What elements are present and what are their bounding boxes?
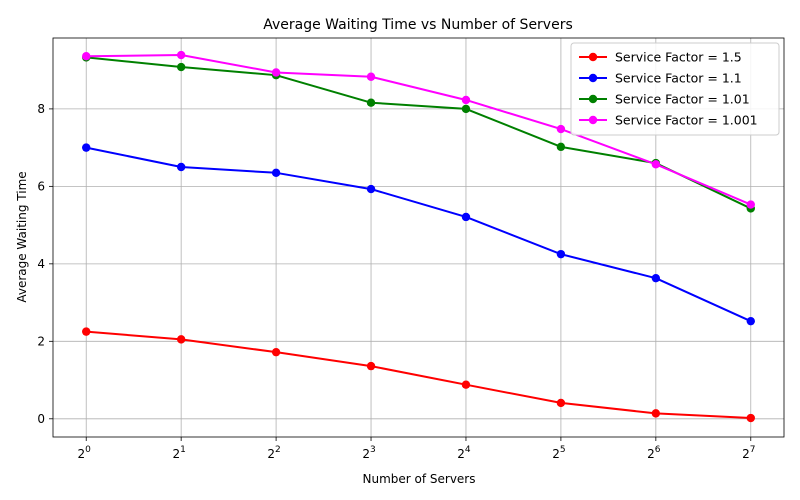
series-line [86, 330, 751, 420]
legend-item: Service Factor = 1.5 [579, 50, 742, 65]
legend-swatch-marker [588, 94, 598, 104]
data-point [82, 327, 91, 336]
legend-item: Service Factor = 1.01 [579, 92, 750, 107]
data-point [651, 409, 661, 418]
data-point [651, 160, 661, 169]
legend-item: Service Factor = 1.001 [579, 113, 758, 128]
data-point [366, 98, 376, 107]
y-tick-label: 4 [37, 257, 45, 271]
y-tick-label: 8 [37, 102, 45, 116]
x-tick-label: 20 [78, 445, 92, 461]
legend-swatch-marker [588, 52, 598, 62]
data-point [746, 316, 755, 326]
data-point [176, 50, 186, 60]
data-point [176, 162, 186, 172]
legend-swatch-marker [588, 73, 598, 83]
x-tick-label: 23 [362, 445, 375, 461]
data-point [176, 335, 186, 344]
series-4 [82, 50, 755, 209]
plot-frame [52, 37, 785, 438]
y-tick-label: 2 [37, 334, 45, 348]
y-tick-label: 6 [37, 179, 45, 193]
legend-label: Service Factor = 1.001 [615, 113, 758, 128]
data-point [461, 104, 471, 114]
series-line [86, 54, 752, 206]
chart-title: Average Waiting Time vs Number of Server… [263, 17, 573, 33]
y-tick-label: 0 [37, 412, 45, 426]
series-1 [82, 327, 755, 423]
data-point [746, 413, 755, 423]
data-point [746, 200, 755, 209]
series-2 [82, 143, 755, 326]
legend-item: Service Factor = 1.1 [579, 71, 742, 86]
data-point [176, 62, 186, 72]
x-tick-label: 27 [742, 445, 755, 461]
legend: Service Factor = 1.5 Service Factor = 1.1… [570, 42, 780, 136]
data-point [366, 361, 376, 371]
legend-box [570, 42, 780, 136]
x-tick-label: 25 [552, 445, 565, 461]
data-point [271, 68, 281, 77]
series-line [86, 146, 752, 323]
legend-swatch-marker [588, 115, 598, 125]
data-point [651, 273, 661, 283]
series-lines [82, 50, 755, 423]
data-point [461, 95, 471, 105]
legend-label: Service Factor = 1.01 [615, 92, 750, 107]
data-point [556, 124, 566, 134]
data-point [271, 347, 281, 357]
data-point [556, 249, 566, 259]
data-point [461, 380, 471, 389]
x-tick-label: 24 [457, 445, 471, 461]
x-tick-label: 26 [647, 445, 661, 461]
data-point [82, 52, 91, 61]
data-point [556, 398, 566, 408]
series-line [86, 56, 752, 210]
legend-label: Service Factor = 1.1 [615, 71, 742, 86]
data-point [82, 143, 91, 152]
x-axis-label: Number of Servers [362, 472, 475, 486]
data-point [366, 184, 376, 194]
data-point [556, 142, 566, 152]
data-point [461, 212, 471, 222]
data-point [271, 168, 281, 178]
y-axis-label: Average Waiting Time [15, 171, 29, 302]
data-point [366, 72, 376, 81]
x-tick-label: 22 [267, 445, 280, 461]
x-tick-label: 21 [172, 445, 185, 461]
legend-label: Service Factor = 1.5 [615, 50, 742, 65]
